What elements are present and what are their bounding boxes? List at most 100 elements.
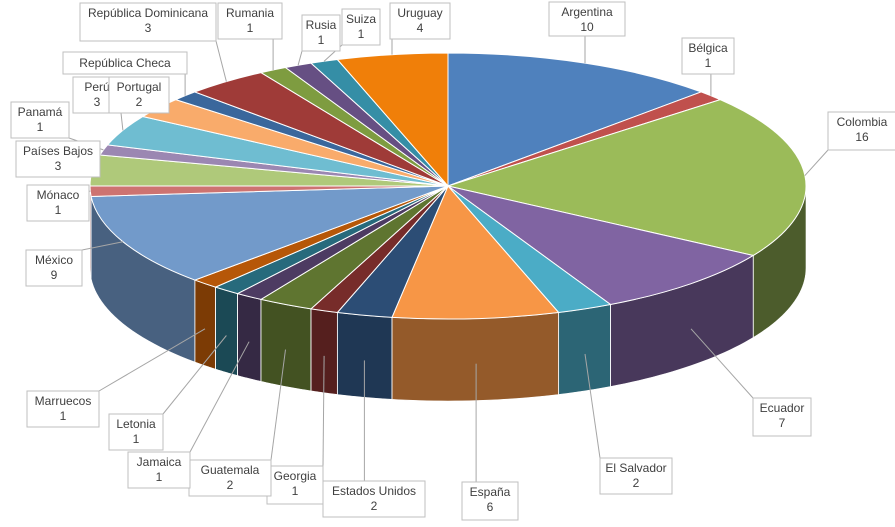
- label-colombia-category: Colombia: [837, 115, 888, 129]
- slice-side-espana: [391, 312, 559, 402]
- label-argentina-category: Argentina: [561, 5, 613, 19]
- label-uruguay-box: [389, 2, 451, 40]
- label-el-salvador-leader: [584, 353, 601, 459]
- label-jamaica-box: [127, 451, 191, 489]
- label-portugal-category: Portugal: [117, 80, 162, 94]
- label-guatemala-value: 2: [227, 478, 234, 492]
- label-rumania-category: Rumania: [226, 6, 274, 20]
- label-argentina-box: [548, 1, 626, 37]
- label-guatemala-category: Guatemala: [201, 463, 260, 477]
- label-colombia-leader: [804, 149, 829, 176]
- label-belgica-value: 1: [705, 56, 712, 70]
- label-argentina-value: 10: [580, 20, 594, 34]
- label-monaco-value: 1: [55, 203, 62, 217]
- label-peru-value: 3: [94, 95, 101, 109]
- label-suiza-value: 1: [358, 27, 365, 41]
- slice-uruguay: [336, 52, 449, 188]
- slice-argentina: [447, 52, 703, 187]
- label-republica-dominicana-leader: [215, 40, 227, 82]
- label-letonia-leader: [162, 335, 227, 415]
- pie-sides: [89, 185, 807, 402]
- label-republica-dominicana-box: [79, 2, 217, 42]
- label-el-salvador-value: 2: [633, 476, 640, 490]
- label-guatemala-leader: [270, 349, 286, 461]
- label-peru-category: Perú: [84, 80, 109, 94]
- label-republica-checa: República Checa: [62, 51, 188, 75]
- label-espana-value: 6: [487, 500, 494, 514]
- label-rusia-value: 1: [318, 33, 325, 47]
- label-estados-unidos-category: Estados Unidos: [332, 484, 416, 498]
- label-ecuador-category: Ecuador: [760, 401, 805, 415]
- label-guatemala-box: [188, 459, 272, 497]
- slice-ecuador: [447, 185, 755, 306]
- label-suiza-box: [341, 8, 381, 46]
- label-peru-leader: [120, 112, 124, 131]
- slice-colombia: [446, 99, 807, 257]
- label-colombia-box: [827, 111, 895, 151]
- label-letonia-box: [108, 413, 164, 451]
- slice-side-marruecos: [194, 279, 216, 370]
- label-monaco-category: Mónaco: [37, 188, 80, 202]
- label-estados-unidos-box: [322, 480, 426, 518]
- label-letonia-category: Letonia: [116, 417, 156, 431]
- label-marruecos-value: 1: [60, 409, 67, 423]
- slice-side-letonia: [215, 286, 238, 376]
- label-monaco-box: [26, 184, 90, 222]
- label-marruecos-category: Marruecos: [35, 394, 92, 408]
- label-colombia-value: 16: [855, 130, 869, 144]
- data-labels: Argentina10Bélgica1Colombia16Ecuador7El …: [10, 1, 895, 521]
- label-rusia-category: Rusia: [306, 18, 337, 32]
- pie-slices: [89, 52, 807, 320]
- label-mexico-box: [25, 249, 83, 287]
- label-paises-bajos-category: Países Bajos: [23, 144, 93, 158]
- label-mexico-leader: [81, 241, 123, 251]
- label-ecuador-box: [752, 397, 812, 437]
- label-mexico-category: México: [35, 253, 73, 267]
- label-rusia-leader: [297, 50, 303, 66]
- slice-espana: [391, 185, 560, 320]
- label-suiza-category: Suiza: [346, 12, 376, 26]
- label-republica-checa-box: [62, 51, 188, 75]
- label-georgia-leader: [322, 355, 325, 467]
- label-paises-bajos-value: 3: [55, 159, 62, 173]
- label-ecuador-value: 7: [779, 416, 786, 430]
- label-portugal-box: [108, 76, 170, 114]
- label-belgica-box: [681, 37, 735, 75]
- label-panama-box: [10, 101, 70, 139]
- slice-side-el-salvador: [558, 304, 611, 395]
- label-espana-box: [461, 481, 519, 521]
- label-rusia-box: [301, 14, 341, 52]
- slice-side-jamaica: [237, 293, 262, 382]
- label-republica-dominicana-value: 3: [145, 21, 152, 35]
- label-espana-category: España: [470, 485, 511, 499]
- label-georgia-category: Georgia: [274, 469, 317, 483]
- label-jamaica-value: 1: [156, 470, 163, 484]
- label-jamaica-category: Jamaica: [137, 455, 182, 469]
- label-letonia-value: 1: [133, 432, 140, 446]
- label-portugal-value: 2: [136, 95, 143, 109]
- label-uruguay-value: 4: [417, 21, 424, 35]
- label-el-salvador-category: El Salvador: [605, 461, 666, 475]
- label-jamaica-leader: [189, 341, 250, 453]
- label-marruecos-box: [26, 390, 100, 428]
